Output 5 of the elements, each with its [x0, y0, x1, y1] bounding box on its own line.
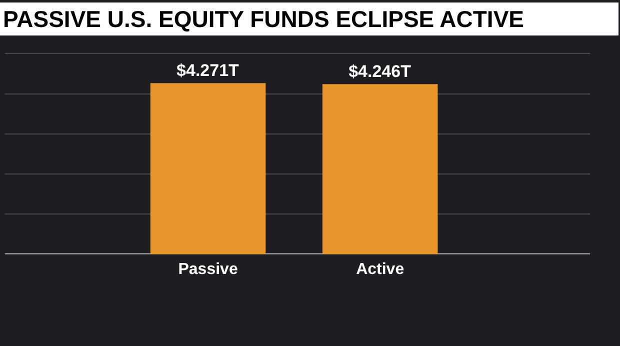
chart-title: PASSIVE U.S. EQUITY FUNDS ECLIPSE ACTIVE — [3, 6, 524, 32]
x-tick-label: Passive — [178, 261, 238, 278]
data-label: $4.271T — [176, 61, 240, 80]
x-tick-label: Active — [356, 261, 404, 278]
data-label: $4.246T — [348, 62, 412, 82]
